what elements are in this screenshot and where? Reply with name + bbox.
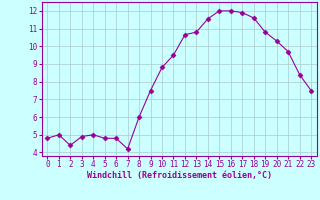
X-axis label: Windchill (Refroidissement éolien,°C): Windchill (Refroidissement éolien,°C)	[87, 171, 272, 180]
